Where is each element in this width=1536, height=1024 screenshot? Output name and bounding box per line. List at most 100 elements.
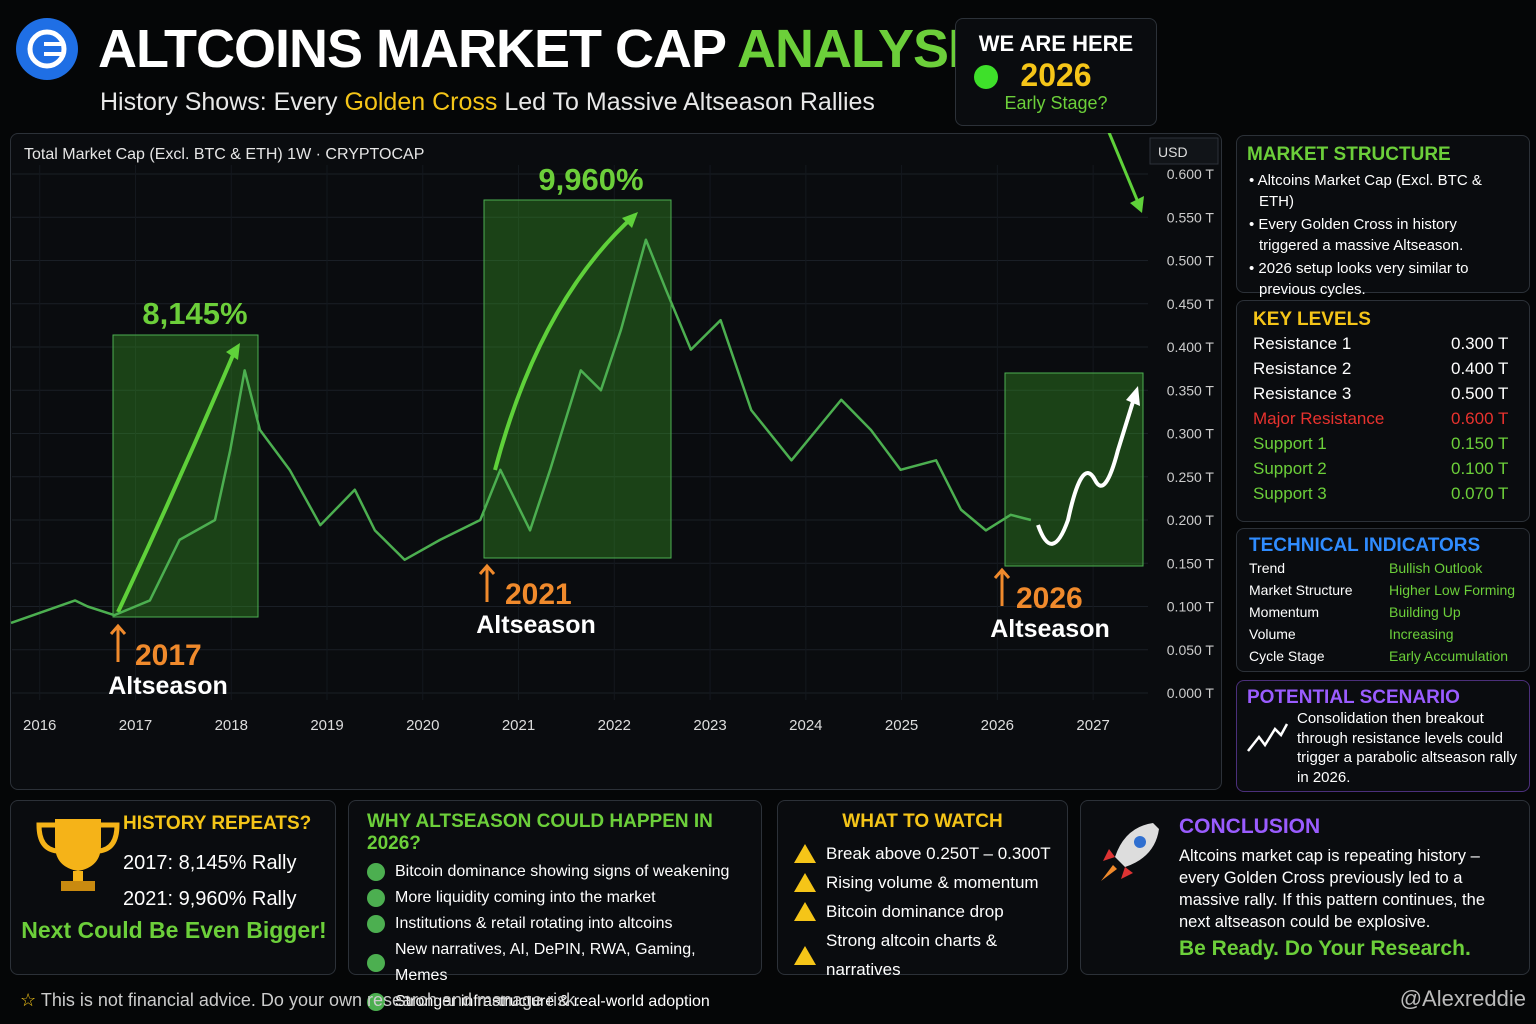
history-line: 2021: 9,960% Rally [123, 888, 297, 910]
y-tick-label: 0.250 T [1167, 469, 1215, 485]
x-tick-label: 2024 [789, 717, 822, 734]
y-tick-label: 0.500 T [1167, 253, 1215, 269]
logo-icon [27, 29, 67, 69]
level-value: 0.100 T [1451, 459, 1509, 478]
x-tick-label: 2025 [885, 717, 918, 734]
indicator-row: Momentum Building Up [1249, 601, 1517, 623]
tagline: Be Ready. Do Your Research. [1179, 937, 1471, 960]
bullet-text: Altcoins Market Cap (Excl. BTC & ETH) [1257, 172, 1482, 210]
level-row: Support 1 0.150 T [1253, 431, 1513, 456]
x-tick-label: 2016 [23, 717, 56, 734]
reason-text: More liquidity coming into the market [395, 889, 656, 906]
logo [16, 18, 78, 80]
we-are-here-year: 2026 [1020, 57, 1092, 93]
pointer-arrow [1107, 133, 1142, 208]
indicators-table: Trend Bullish Outlook Market Structure High… [1249, 557, 1517, 667]
level-name: Support 3 [1253, 484, 1327, 503]
panel-title: WHAT TO WATCH [842, 811, 1003, 832]
unit-box [1149, 137, 1219, 165]
y-tick-label: 0.350 T [1167, 382, 1215, 398]
y-tick-label: 0.400 T [1167, 339, 1215, 355]
indicator-name: Cycle Stage [1249, 648, 1325, 664]
gain-label: 9,960% [538, 162, 643, 197]
watch-text: Rising volume & momentum [826, 873, 1039, 892]
indicator-row: Volume Increasing [1249, 623, 1517, 645]
rally-arrow [116, 347, 238, 613]
we-are-here-stage: Early Stage? [1004, 93, 1108, 113]
level-name: Resistance 1 [1253, 334, 1352, 353]
check-icon [367, 889, 385, 907]
gain-label: 8,145% [142, 296, 247, 331]
bullet: • Altcoins Market Cap (Excl. BTC & ETH) [1249, 172, 1482, 210]
level-value: 0.600 T [1451, 409, 1509, 428]
indicator-row: Trend Bullish Outlook [1249, 557, 1517, 579]
level-name: Resistance 3 [1253, 384, 1352, 403]
bullet-text: 2026 setup looks very similar to previou… [1258, 260, 1469, 298]
level-name: Resistance 2 [1253, 359, 1352, 378]
level-name: Support 1 [1253, 434, 1327, 453]
reason-text: Stronger infrastructure & real-world ado… [395, 993, 710, 1010]
rocket-icon [1101, 823, 1159, 881]
projection [1036, 391, 1138, 546]
history-repeats: HISTORY REPEATS? 2017: 8,145% Rally 2021… [10, 800, 336, 975]
history-lines: 2017: 8,145% Rally 2021: 9,960% Rally [123, 845, 296, 917]
level-row: Major Resistance 0.600 T [1253, 406, 1513, 431]
price-line [10, 238, 1032, 625]
potential-scenario: POTENTIAL SCENARIO Consolidation then br… [1236, 680, 1530, 792]
reason: Bitcoin dominance showing signs of weake… [367, 859, 743, 885]
reason-text: Bitcoin dominance showing signs of weake… [395, 863, 730, 880]
panel-title: KEY LEVELS [1253, 309, 1371, 330]
level-row: Resistance 2 0.400 T [1253, 356, 1513, 381]
x-tick-label: 2018 [215, 717, 248, 734]
y-tick-label: 0.150 T [1167, 555, 1215, 571]
highlight-2026 [1004, 372, 1144, 567]
indicator-name: Market Structure [1249, 582, 1353, 598]
panel-title: MARKET STRUCTURE [1247, 144, 1451, 165]
y-tick-label: 0.600 T [1167, 166, 1215, 182]
indicator-value: Early Accumulation [1389, 648, 1509, 664]
x-tick-label: 2023 [693, 717, 726, 734]
x-tick-label: 2026 [981, 717, 1014, 734]
footer: ☆ This is not financial advice. Do your … [20, 990, 580, 1011]
warning-icon [794, 902, 816, 921]
key-levels: KEY LEVELS Resistance 1 0.300 T Resistance… [1236, 300, 1530, 522]
level-value: 0.070 T [1451, 484, 1509, 503]
technical-indicators: TECHNICAL INDICATORS Trend Bullish Outloo… [1236, 528, 1530, 672]
x-tick-label: 2020 [406, 717, 439, 734]
watch-text: Bitcoin dominance drop [826, 902, 1004, 921]
trend-icon [1247, 723, 1289, 752]
reason: Stronger infrastructure & real-world ado… [367, 989, 743, 1015]
watch-item: Bitcoin dominance drop [794, 897, 1051, 926]
y-tick-label: 0.200 T [1167, 512, 1215, 528]
conclusion: CONCLUSION Altcoins market cap is repeat… [1080, 800, 1530, 975]
scenario-text: Consolidation then breakout through resi… [1297, 710, 1518, 786]
indicator-value: Higher Low Forming [1389, 582, 1516, 598]
level-name: Support 2 [1253, 459, 1327, 478]
watch-item: Rising volume & momentum [794, 868, 1051, 897]
watch-item: Break above 0.250T – 0.300T [794, 839, 1051, 868]
x-tick-label: 2021 [502, 717, 535, 734]
watch-list: Break above 0.250T – 0.300T Rising volume… [794, 839, 1051, 984]
x-tick-label: 2019 [310, 717, 343, 734]
check-icon [367, 863, 385, 881]
trophy-icon [36, 819, 120, 891]
market-structure: MARKET STRUCTURE • Altcoins Market Cap (… [1236, 135, 1530, 298]
y-tick-label: 0.050 T [1167, 642, 1215, 658]
status-dot [974, 65, 998, 89]
subtitle-post: Led To Massive Altseason Rallies [504, 88, 875, 116]
y-tick-label: 0.550 T [1167, 209, 1215, 225]
y-tick-label: 0.000 T [1167, 685, 1215, 701]
y-tick-label: 0.300 T [1167, 426, 1215, 442]
chart-title: Total Market Cap (Excl. BTC & ETH) 1W · … [24, 146, 424, 163]
cycle-label: Altseason [108, 672, 227, 700]
check-icon [367, 954, 385, 972]
level-row: Support 3 0.070 T [1253, 481, 1513, 506]
cycle-year: 2021 [505, 578, 572, 611]
x-tick-label: 2017 [119, 717, 152, 734]
indicator-value: Building Up [1389, 604, 1461, 620]
y-tick-label: 0.450 T [1167, 296, 1215, 312]
what-to-watch: WHAT TO WATCH Break above 0.250T – 0.300… [777, 800, 1068, 979]
indicator-name: Trend [1249, 560, 1286, 576]
history-line: 2017: 8,145% Rally [123, 852, 297, 874]
